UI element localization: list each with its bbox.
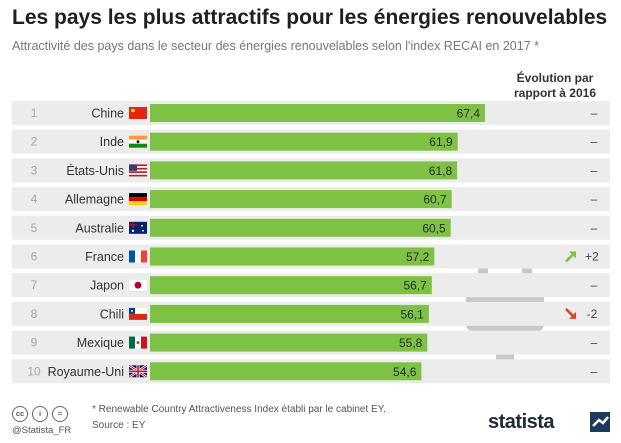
- rank-label: 7: [31, 278, 38, 292]
- value-label: 56,7: [403, 279, 427, 293]
- chart-row: 6 France 57,2 +2: [12, 244, 610, 269]
- country-label: Chine: [91, 107, 124, 121]
- bar: [150, 304, 429, 323]
- bar: [150, 132, 458, 151]
- rank-label: 10: [27, 364, 41, 378]
- value-label: 56,1: [400, 307, 424, 321]
- by-icon: i: [32, 406, 48, 422]
- flag-japan-icon: [128, 278, 148, 292]
- value-label: 61,8: [429, 164, 453, 178]
- rank-label: 9: [31, 336, 38, 350]
- bar: [150, 161, 458, 180]
- flag-china-icon: [129, 107, 147, 119]
- value-label: 55,8: [399, 336, 423, 350]
- statista-logo: statista: [488, 411, 555, 433]
- chart-row: 8 Chili 56,1 -2: [12, 301, 610, 326]
- country-label: Australie: [75, 221, 124, 235]
- rank-label: 2: [31, 135, 38, 149]
- rank-label: 1: [31, 106, 38, 120]
- flag-india-icon: [129, 135, 147, 148]
- arrow-up-head-icon: [569, 251, 576, 259]
- flag-australia-icon: [129, 221, 147, 234]
- evolution-header-line2: rapport à 2016: [513, 86, 597, 100]
- evolution-label: –: [591, 135, 598, 149]
- chart-row: 4 Allemagne 60,7 –: [12, 187, 610, 212]
- flag-france-icon: [129, 250, 147, 263]
- bar: [150, 276, 432, 295]
- chart-row: 1 Chine 67,4 –: [12, 101, 610, 125]
- chart-row: 5 Australie 60,5 –: [12, 215, 610, 240]
- value-label: 60,7: [423, 193, 447, 207]
- chart-row: 9 Mexique 55,8 –: [12, 330, 610, 355]
- bar: [150, 247, 435, 266]
- rank-label: 6: [31, 250, 38, 264]
- flag-usa-icon: [129, 164, 147, 177]
- chart-row: 2 Inde 61,9 –: [12, 129, 610, 154]
- eq-icon: =: [52, 406, 68, 422]
- country-label: Mexique: [77, 336, 124, 350]
- country-label: États-Unis: [66, 163, 124, 178]
- twitter-handle: @Statista_FR: [12, 425, 72, 436]
- rank-label: 3: [31, 163, 38, 177]
- country-label: Chili: [100, 307, 124, 321]
- evolution-label: –: [591, 221, 598, 235]
- value-label: 57,2: [406, 250, 430, 264]
- country-label: Royaume-Uni: [48, 365, 124, 379]
- evolution-label: +2: [585, 250, 599, 264]
- chart-row: 10 Royaume-Uni 54,6 –: [12, 359, 610, 384]
- chart-subtitle: Attractivité des pays dans le secteur de…: [12, 39, 539, 53]
- country-label: Japon: [90, 279, 124, 293]
- evolution-label: –: [591, 106, 598, 120]
- evolution-label: -2: [587, 307, 598, 321]
- evolution-label: –: [591, 163, 598, 177]
- rank-label: 8: [31, 307, 38, 321]
- bar: [150, 190, 452, 209]
- arrow-down-head-icon: [569, 311, 576, 319]
- cc-icon: cc: [12, 406, 28, 422]
- chart-title: Les pays les plus attractifs pour les én…: [12, 6, 608, 29]
- bar: [150, 104, 485, 122]
- evolution-label: –: [591, 192, 598, 206]
- flag-germany-icon: [129, 193, 147, 206]
- flag-uk-icon: [128, 364, 148, 379]
- country-label: Allemagne: [65, 193, 124, 207]
- value-label: 61,9: [429, 135, 453, 149]
- chart-row: 3 États-Unis 61,8 –: [12, 158, 610, 183]
- evolution-label: –: [591, 336, 598, 350]
- footnote: * Renewable Country Attractiveness Index…: [92, 404, 386, 415]
- rank-label: 5: [31, 221, 38, 235]
- source-note: Source : EY: [92, 420, 146, 431]
- value-label: 60,5: [422, 221, 446, 235]
- flag-mexico-icon: [129, 336, 147, 349]
- flag-chile-icon: [129, 307, 147, 320]
- bar: [150, 362, 422, 381]
- evolution-header: Évolution par rapport à 2016: [500, 71, 610, 101]
- country-label: Inde: [100, 135, 124, 149]
- evolution-header-line1: Évolution par: [516, 71, 594, 85]
- value-label: 54,6: [393, 365, 417, 379]
- value-label: 67,4: [457, 107, 481, 121]
- rank-label: 4: [31, 192, 38, 206]
- chart-row: 7 Japon 56,7 –: [12, 273, 610, 298]
- bar: [150, 218, 451, 237]
- evolution-label: –: [591, 364, 598, 378]
- evolution-label: –: [591, 278, 598, 292]
- bar: [150, 333, 428, 352]
- statista-logo-icon: [590, 412, 610, 432]
- country-label: France: [85, 250, 124, 264]
